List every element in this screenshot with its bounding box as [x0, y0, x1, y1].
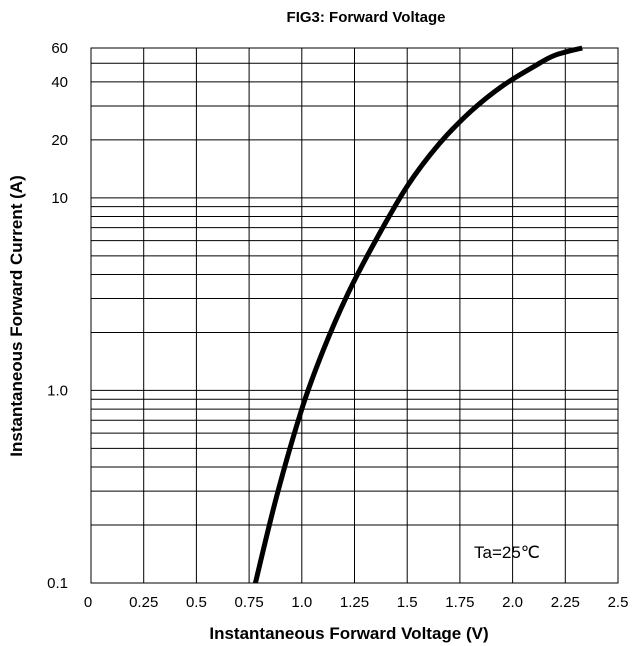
- x-tick-label: 1.0: [291, 594, 312, 611]
- vertical-gridlines: [143, 48, 566, 583]
- forward-voltage-curve: [252, 45, 583, 584]
- y-tick-label: 40: [51, 74, 68, 91]
- y-tick-label: 10: [51, 190, 68, 207]
- x-tick-labels: 0 0.25 0.5 0.75 1.0 1.25 1.5 1.75 2.0 2.25 2.5: [84, 594, 629, 611]
- y-tick-label: 60: [51, 40, 68, 57]
- y-tick-label: 0.1: [47, 575, 68, 592]
- x-tick-label: 2.25: [551, 594, 580, 611]
- temperature-annotation: Ta=25℃: [474, 543, 540, 562]
- x-tick-label: 1.75: [445, 594, 474, 611]
- chart-title: FIG3: Forward Voltage: [287, 9, 446, 26]
- x-tick-label: 1.25: [340, 594, 369, 611]
- x-tick-label: 0.25: [129, 594, 158, 611]
- plot-area-frame: [90, 47, 619, 584]
- x-tick-label: 0: [84, 594, 92, 611]
- y-tick-labels: 0.1 1.0 10 20 40 60: [47, 40, 68, 592]
- x-tick-label: 1.5: [397, 594, 418, 611]
- y-tick-label: 20: [51, 132, 68, 149]
- y-axis-label: Instantaneous Forward Current (A): [7, 175, 26, 456]
- x-tick-label: 0.5: [186, 594, 207, 611]
- x-tick-label: 2.5: [608, 594, 629, 611]
- x-tick-label: 0.75: [234, 594, 263, 611]
- x-tick-label: 2.0: [502, 594, 523, 611]
- y-tick-label: 1.0: [47, 382, 68, 399]
- x-axis-label: Instantaneous Forward Voltage (V): [209, 624, 488, 643]
